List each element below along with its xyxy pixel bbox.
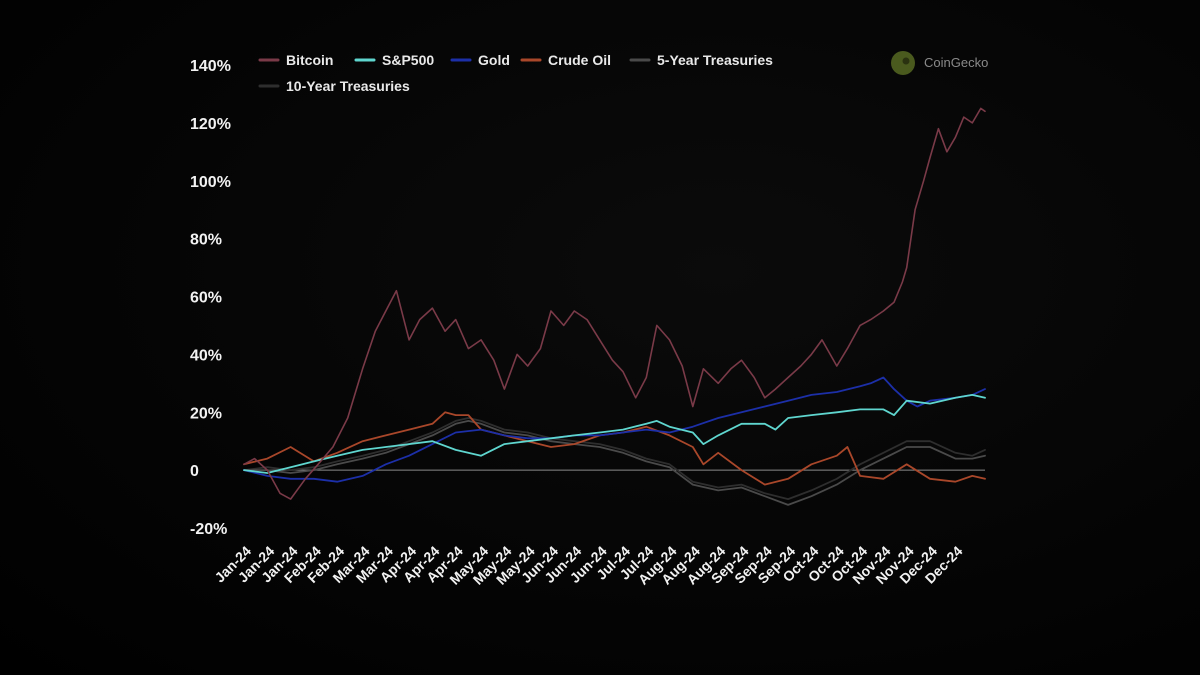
y-tick-label: 0 — [190, 463, 199, 480]
y-tick-label: 20% — [190, 405, 222, 422]
legend[interactable]: Bitcoin S&P500 Gold Crude Oil 5-Year Treasur… — [258, 52, 773, 94]
coingecko-logo-eye-icon — [902, 57, 910, 65]
legend-item-10-year-treasuries[interactable]: 10-Year Treasuries — [258, 78, 410, 94]
legend-item-5-year-treasuries[interactable]: 5-Year Treasuries — [629, 52, 773, 68]
legend-label: 5-Year Treasuries — [657, 52, 773, 68]
legend-item-s-p500[interactable]: S&P500 — [354, 52, 434, 68]
y-tick-label: -20% — [190, 521, 227, 538]
x-axis-ticks: Jan-24Jan-24Jan-24Feb-24Feb-24Mar-24Mar-… — [211, 543, 965, 588]
y-tick-label: 120% — [190, 116, 231, 133]
legend-label: S&P500 — [382, 52, 434, 68]
legend-item-crude-oil[interactable]: Crude Oil — [520, 52, 611, 68]
y-tick-label: 100% — [190, 174, 231, 191]
coingecko-logo-icon — [891, 51, 915, 75]
y-tick-label: 40% — [190, 347, 222, 364]
y-tick-label: 80% — [190, 232, 222, 249]
legend-label: Crude Oil — [548, 52, 611, 68]
series-line-bitcoin — [243, 107, 986, 500]
legend-item-bitcoin[interactable]: Bitcoin — [258, 52, 333, 68]
y-tick-label: 60% — [190, 290, 222, 307]
brand-name: CoinGecko — [924, 55, 988, 70]
legend-label: 10-Year Treasuries — [286, 78, 410, 94]
y-axis-ticks: 140% 120% 100% 80% 60% 40% 20% 0 -20% — [190, 58, 231, 538]
legend-item-gold[interactable]: Gold — [450, 52, 510, 68]
series-line-gold — [243, 376, 986, 483]
series-line-5-year-treasuries — [243, 419, 986, 506]
legend-label: Gold — [478, 52, 510, 68]
series-lines — [243, 107, 986, 506]
legend-label: Bitcoin — [286, 52, 333, 68]
series-line-s-p500 — [243, 393, 986, 474]
y-tick-label: 140% — [190, 58, 231, 75]
series-line-10-year-treasuries — [243, 417, 986, 501]
brand-watermark: CoinGecko — [891, 51, 988, 75]
